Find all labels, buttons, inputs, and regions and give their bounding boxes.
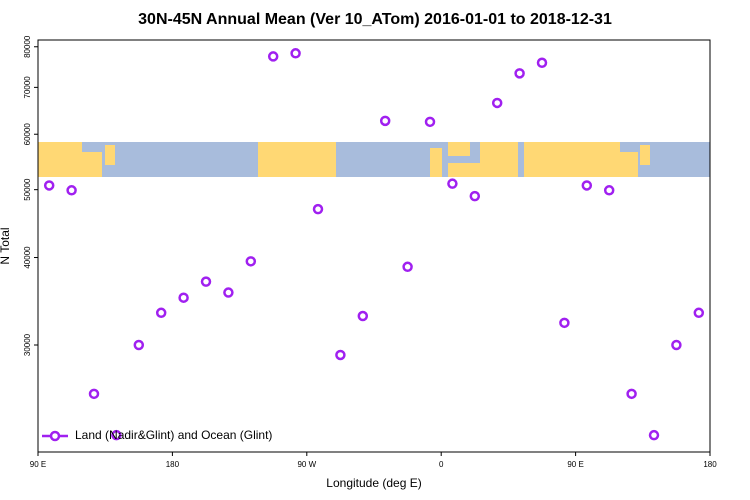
x-axis-label: Longitude (deg E) (326, 476, 421, 490)
point (671, 339, 682, 351)
point (267, 51, 279, 62)
point (581, 180, 593, 191)
point (335, 349, 346, 361)
y-tick-label: 80000 (23, 35, 32, 58)
point (66, 185, 77, 196)
point (491, 97, 503, 109)
point (379, 115, 391, 127)
point (178, 292, 189, 303)
y-tick-label: 40000 (23, 246, 32, 269)
plot-frame (37, 39, 711, 453)
point (245, 256, 257, 267)
x-tick-label: 0 (439, 460, 444, 469)
point (155, 307, 167, 319)
point (424, 116, 436, 128)
point (133, 339, 145, 351)
point (402, 261, 413, 273)
point (648, 429, 660, 441)
y-tick-label: 70000 (23, 76, 32, 99)
legend-marker (49, 430, 61, 442)
point (200, 276, 212, 287)
x-tick-label: 180 (166, 460, 180, 469)
point (536, 57, 548, 69)
x-tick-label: 90 E (567, 460, 583, 469)
point (469, 190, 481, 202)
point (514, 68, 525, 79)
legend-label: Land (Nadir&Glint) and Ocean (Glint) (75, 428, 272, 442)
point (111, 429, 122, 441)
point (603, 185, 615, 196)
point (312, 203, 324, 215)
point (626, 388, 637, 400)
y-tick-label: 50000 (23, 178, 32, 201)
y-tick-label: 60000 (23, 123, 32, 146)
x-tick-label: 180 (703, 460, 717, 469)
point (43, 180, 55, 191)
point (88, 388, 100, 400)
point (357, 310, 369, 322)
map-strip (38, 142, 710, 177)
x-tick-label: 90 E (30, 460, 46, 469)
point (223, 287, 234, 298)
point (559, 317, 570, 329)
point (290, 48, 301, 59)
chart-title: 30N-45N Annual Mean (Ver 10_ATom) 2016-0… (138, 11, 612, 28)
point (447, 178, 458, 189)
point (693, 307, 705, 319)
x-tick-label: 90 W (297, 460, 316, 469)
y-tick-label: 30000 (23, 333, 32, 356)
y-axis-label: N Total (0, 227, 12, 264)
